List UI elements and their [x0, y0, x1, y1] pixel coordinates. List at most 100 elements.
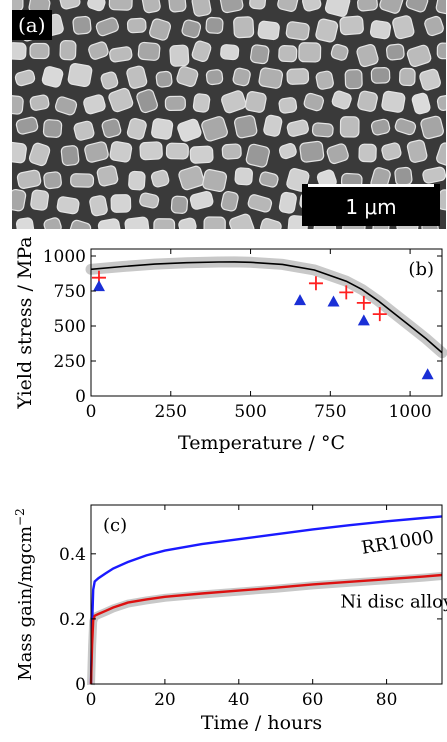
y-tick-label: 0.4: [59, 545, 86, 565]
precipitate: [108, 0, 133, 11]
precipitate: [69, 219, 92, 229]
precipitate: [369, 20, 392, 40]
precipitate: [247, 194, 273, 213]
scale-bar: 1 μm: [302, 184, 440, 226]
precipitate: [67, 62, 93, 88]
precipitate: [96, 165, 119, 187]
precipitate: [358, 143, 377, 163]
precipitate: [405, 0, 429, 13]
y-tick-label: 500: [54, 317, 86, 337]
data-point-triangle: [294, 294, 307, 306]
precipitate: [422, 166, 446, 184]
precipitate: [155, 70, 173, 88]
x-tick-label: 500: [234, 402, 266, 422]
precipitate: [244, 91, 267, 113]
precipitate: [72, 15, 92, 35]
precipitate: [419, 68, 441, 91]
precipitate: [88, 41, 109, 60]
y-tick-label: 0.2: [59, 610, 86, 630]
x-tick-label: 60: [302, 690, 324, 710]
precipitate: [258, 67, 284, 89]
precipitate: [101, 118, 122, 139]
chart-b: 0 250 500 750 1000 0 250 500 750 1000 (b) Temperatu…: [14, 236, 447, 454]
precipitate: [278, 45, 298, 63]
precipitate: [201, 116, 228, 142]
precipitate: [126, 17, 147, 34]
precipitate: [192, 93, 211, 113]
precipitate: [406, 139, 428, 163]
precipitate: [14, 69, 36, 87]
precipitate: [178, 165, 205, 191]
precipitate: [12, 188, 27, 212]
precipitate: [299, 140, 325, 163]
precipitate: [12, 94, 24, 115]
model-uncertainty-band: [85, 256, 447, 359]
precipitate: [70, 173, 95, 188]
precipitate: [411, 92, 431, 115]
precipitate: [394, 118, 417, 136]
precipitate: [260, 218, 282, 229]
chart-c: 0 20 40 60 80 0 0.2 0.4 RR1000 Ni disc alloy (c) Ti…: [13, 504, 447, 734]
precipitate: [420, 115, 444, 140]
precipitate: [42, 119, 63, 138]
precipitate: [381, 142, 402, 161]
y-axis-label-superscript: −2: [13, 508, 27, 526]
precipitate: [202, 169, 228, 193]
precipitate: [126, 117, 147, 140]
precipitate: [108, 87, 134, 113]
precipitate: [326, 143, 349, 165]
precipitate: [30, 189, 50, 211]
precipitate: [399, 67, 416, 87]
precipitate: [59, 0, 81, 10]
precipitate: [303, 92, 324, 112]
precipitate: [381, 90, 406, 113]
x-tick-label: 0: [86, 690, 97, 710]
x-tick-label: 80: [376, 690, 398, 710]
precipitate: [339, 116, 360, 138]
precipitate: [406, 44, 432, 67]
precipitate: [139, 192, 160, 209]
precipitate: [344, 69, 363, 90]
precipitate: [286, 119, 309, 137]
scale-bar-line: [308, 184, 434, 187]
precipitate: [164, 95, 186, 112]
precipitate: [109, 141, 133, 163]
series-line-rr1000: [89, 515, 443, 685]
precipitate: [189, 145, 214, 164]
precipitate: [205, 69, 224, 86]
y-axis-label: Mass gain/mgcm−2: [13, 508, 36, 680]
precipitate: [124, 216, 150, 229]
precipitate: [286, 68, 310, 85]
precipitate: [150, 169, 170, 188]
y-tick-label: 750: [54, 282, 86, 302]
data-point-triangle: [421, 368, 434, 380]
series-label-ni-disc-alloy: Ni disc alloy: [340, 592, 447, 613]
panel-b-label: (b): [408, 259, 434, 280]
scale-bar-label: 1 μm: [345, 195, 397, 219]
precipitate: [370, 118, 391, 136]
precipitate: [234, 167, 253, 186]
precipitate: [165, 142, 189, 160]
precipitate: [15, 217, 35, 229]
chart-b-frame: [90, 248, 443, 397]
y-tick-label: 0: [75, 675, 86, 695]
panel-a-micrograph: [12, 0, 446, 229]
panel-a-label: (a): [12, 10, 52, 40]
x-axis-label: Temperature / °C: [178, 432, 345, 454]
precipitate: [16, 169, 42, 189]
data-point-triangle: [327, 295, 340, 307]
precipitate: [170, 195, 189, 214]
precipitate: [139, 141, 163, 161]
precipitate: [177, 118, 202, 142]
precipitate: [95, 17, 120, 37]
x-tick-label: 40: [228, 690, 250, 710]
precipitate: [12, 42, 27, 61]
model-line: [90, 261, 443, 354]
precipitate: [73, 120, 95, 141]
precipitate: [315, 70, 334, 90]
data-point-cross: [308, 276, 323, 291]
precipitate: [221, 90, 247, 114]
precipitate: [137, 41, 161, 61]
data-point-cross: [356, 295, 371, 310]
